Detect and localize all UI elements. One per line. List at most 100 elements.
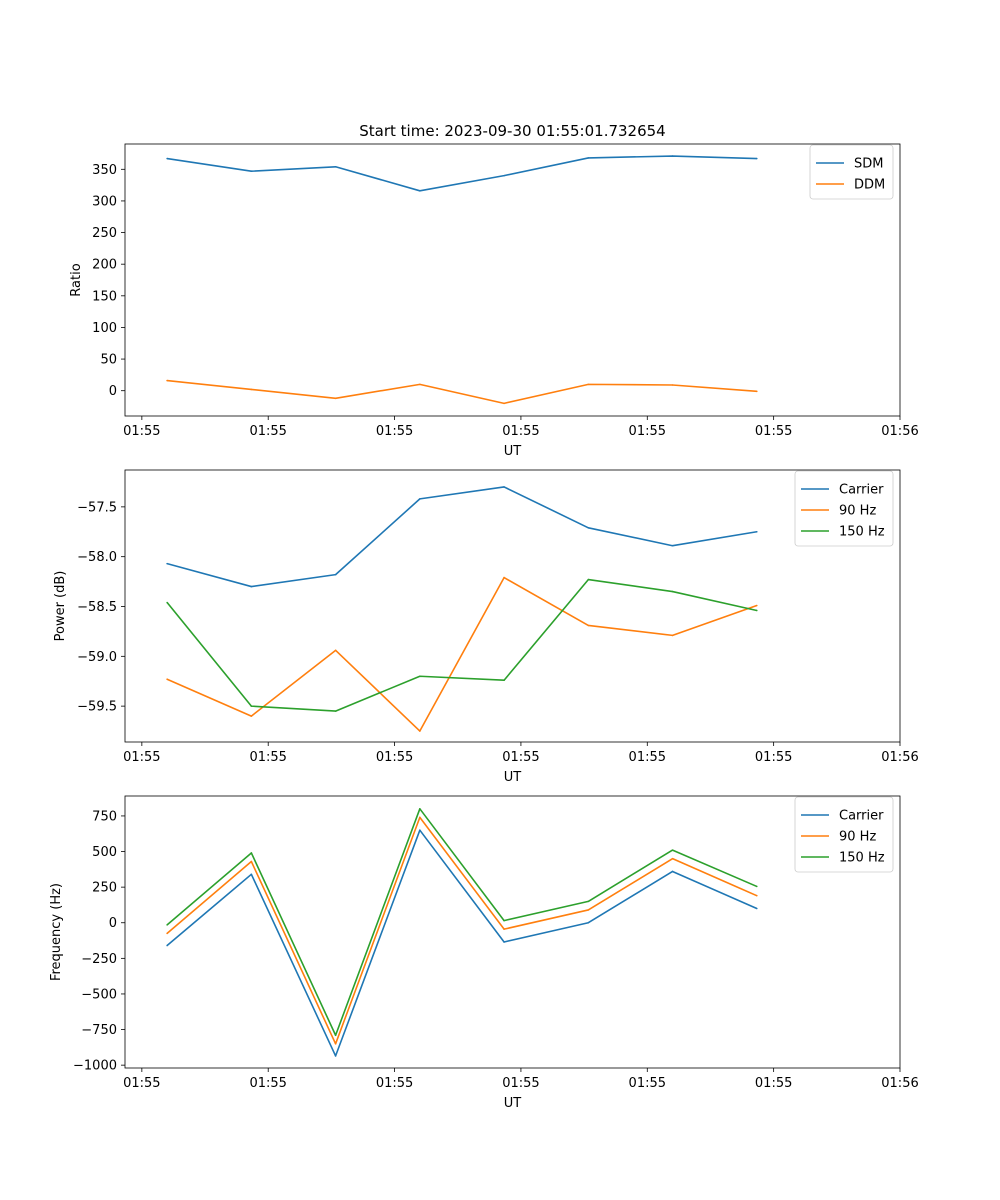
data-point <box>503 576 505 579</box>
y-tick-label: 100 <box>92 321 117 336</box>
legend-label: SDM <box>854 157 883 172</box>
x-tick-label: 01:55 <box>755 424 792 439</box>
data-point <box>334 165 337 168</box>
figure-title: Start time: 2023-09-30 01:55:01.732654 <box>359 122 665 140</box>
series-line-carrier <box>166 829 758 1057</box>
data-point <box>250 388 253 391</box>
data-point <box>671 155 674 157</box>
y-tick-label: −57.5 <box>77 500 117 515</box>
data-point <box>419 816 421 819</box>
legend-label: 150 Hz <box>839 525 885 540</box>
y-tick-label: −1000 <box>73 1059 117 1074</box>
data-point <box>671 849 674 851</box>
series-line-sdm <box>167 155 757 192</box>
axes-frame <box>124 795 901 1069</box>
data-point <box>671 634 674 637</box>
x-tick-label: 01:56 <box>881 424 918 439</box>
y-tick-label: 200 <box>92 258 117 273</box>
data-point <box>587 578 590 581</box>
series-line-90-hz <box>166 576 758 732</box>
data-point <box>250 873 253 876</box>
y-tick-label: 0 <box>109 916 117 931</box>
chart-panel-frequency: 01:55 01:55 01:55 01:55 01:55 01:55 01:56 750 50… <box>49 795 919 1111</box>
x-tick-label: 01:55 <box>123 1076 160 1091</box>
y-axis-label: Frequency (Hz) <box>49 883 64 981</box>
data-point <box>755 157 758 160</box>
data-point <box>166 157 168 160</box>
data-point <box>334 1055 337 1057</box>
chart-panel-power: 01:55 01:55 01:55 01:55 01:55 01:55 01:56 −57.5… <box>53 469 919 785</box>
x-tick-label: 01:55 <box>629 1076 666 1091</box>
data-point <box>671 384 674 386</box>
data-point <box>419 190 421 192</box>
data-point <box>755 390 758 393</box>
legend-label: Carrier <box>839 809 884 824</box>
legend-label: Carrier <box>839 483 884 498</box>
data-point <box>671 870 674 873</box>
y-tick-label: 750 <box>92 809 117 824</box>
data-point <box>587 900 590 903</box>
x-tick-label: 01:55 <box>376 424 413 439</box>
data-point <box>671 590 674 593</box>
x-tick-label: 01:56 <box>881 1076 918 1091</box>
series-line-ddm <box>167 379 757 405</box>
data-point <box>587 624 590 627</box>
data-point <box>503 174 505 177</box>
x-axis-label: UT <box>504 770 522 785</box>
data-point <box>166 924 168 926</box>
y-axis-label: Ratio <box>69 263 84 296</box>
series-line-150-hz <box>166 808 758 1037</box>
legend-label: DDM <box>854 178 885 193</box>
data-point <box>587 157 590 159</box>
data-point <box>334 649 337 652</box>
data-point <box>503 402 505 405</box>
x-tick-label: 01:55 <box>755 1076 792 1091</box>
data-point <box>419 730 421 732</box>
data-point <box>250 170 253 172</box>
data-point <box>419 383 421 386</box>
data-point <box>250 585 253 588</box>
x-tick-label: 01:55 <box>502 750 539 765</box>
x-tick-label: 01:55 <box>249 1076 286 1091</box>
x-tick-label: 01:55 <box>629 750 666 765</box>
y-tick-label: 250 <box>92 226 117 241</box>
data-point <box>503 486 505 488</box>
data-point <box>166 379 168 382</box>
legend-label: 150 Hz <box>839 851 885 866</box>
x-tick-label: 01:55 <box>376 1076 413 1091</box>
y-tick-label: −58.0 <box>77 550 117 565</box>
legend-label: 90 Hz <box>839 504 876 519</box>
axes-frame <box>124 469 901 743</box>
data-point <box>419 675 421 678</box>
y-tick-label: 250 <box>92 881 117 896</box>
x-tick-label: 01:55 <box>755 750 792 765</box>
data-point <box>671 857 674 860</box>
series-line-carrier <box>166 486 757 588</box>
series-line-150-hz <box>166 578 757 712</box>
data-point <box>587 921 590 924</box>
legend-box <box>809 144 894 200</box>
x-tick-label: 01:56 <box>881 750 918 765</box>
data-point <box>503 919 505 922</box>
data-point <box>503 679 505 682</box>
data-point <box>166 678 168 681</box>
data-point <box>166 944 168 947</box>
data-point <box>503 941 505 943</box>
x-tick-label: 01:55 <box>376 750 413 765</box>
data-point <box>166 932 168 935</box>
legend-label: 90 Hz <box>839 830 876 845</box>
data-point <box>587 909 590 911</box>
x-axis-label: UT <box>504 444 522 459</box>
y-tick-label: 150 <box>92 289 117 304</box>
y-tick-label: 50 <box>100 353 117 368</box>
axes-frame <box>124 143 901 417</box>
data-point <box>250 715 253 717</box>
data-point <box>503 928 505 930</box>
x-tick-label: 01:55 <box>123 424 160 439</box>
data-point <box>334 573 337 576</box>
x-tick-label: 01:55 <box>502 1076 539 1091</box>
chart-panel-ratio: 01:55 01:55 01:55 01:55 01:55 01:55 01:56 0 50 10… <box>69 143 919 459</box>
y-tick-label: −58.5 <box>77 600 117 615</box>
y-tick-label: −59.5 <box>77 700 117 715</box>
